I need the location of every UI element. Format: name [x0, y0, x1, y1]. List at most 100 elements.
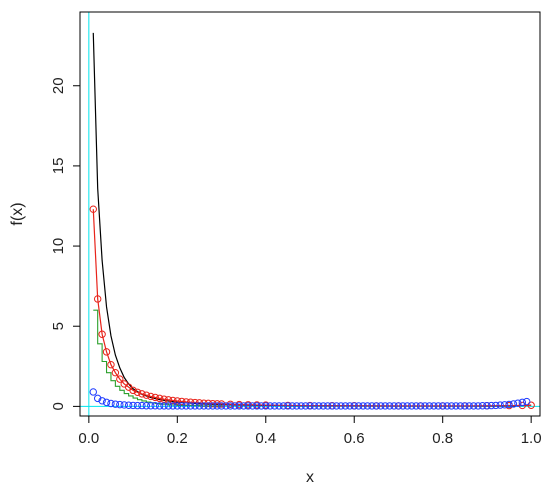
data-point: [469, 402, 478, 410]
data-point: [385, 402, 394, 410]
data-point: [527, 401, 535, 409]
data-point: [142, 402, 151, 410]
data-point: [452, 402, 460, 410]
data-point: [337, 402, 345, 410]
data-point: [390, 402, 398, 410]
data-point: [412, 402, 420, 410]
data-point: [239, 402, 248, 410]
data-point: [102, 398, 111, 407]
data-point: [350, 402, 358, 410]
data-point: [266, 402, 274, 410]
data-point: [147, 402, 155, 410]
data-point: [341, 402, 350, 410]
data-point: [394, 402, 403, 410]
data-point: [492, 401, 500, 410]
data-point: [217, 400, 226, 408]
x-tick-label: 0.4: [255, 430, 276, 447]
x-tick-label: 0.8: [432, 430, 453, 447]
series-3: [89, 388, 531, 410]
data-point: [173, 397, 182, 405]
data-point: [500, 401, 509, 409]
plot-border: [79, 11, 541, 417]
data-point: [381, 402, 389, 410]
data-point: [204, 402, 212, 410]
series-0: [92, 32, 532, 407]
data-point: [354, 402, 363, 410]
data-point: [465, 402, 473, 410]
data-point: [346, 402, 354, 410]
data-point: [164, 402, 173, 410]
data-point: [93, 394, 102, 403]
data-point: [284, 402, 292, 410]
data-point: [147, 392, 155, 401]
data-point: [244, 402, 252, 410]
data-point: [142, 391, 151, 399]
data-point: [483, 402, 491, 410]
data-point: [301, 402, 310, 410]
data-point: [456, 402, 465, 410]
data-point: [416, 402, 425, 410]
data-point: [514, 399, 522, 407]
y-tick-label: 0: [50, 402, 67, 410]
data-point: [518, 398, 527, 407]
data-point: [257, 402, 266, 410]
y-tick-label: 15: [50, 158, 67, 175]
data-point: [518, 401, 527, 410]
data-point: [523, 397, 531, 406]
data-point: [231, 402, 239, 410]
data-point: [328, 402, 336, 410]
series-step-line: [93, 309, 223, 407]
data-point: [191, 402, 199, 410]
data-point: [129, 386, 137, 395]
data-point: [129, 401, 137, 410]
series-line: [92, 209, 532, 407]
data-point: [160, 402, 168, 410]
data-point: [133, 401, 142, 410]
data-point: [111, 369, 120, 377]
data-point: [178, 402, 186, 410]
data-point: [310, 402, 319, 410]
data-point: [306, 402, 314, 410]
data-point: [487, 401, 496, 410]
data-point: [509, 400, 518, 408]
data-point: [208, 402, 217, 410]
y-tick-label: 20: [50, 77, 67, 94]
data-point: [98, 330, 106, 338]
data-point: [430, 402, 438, 410]
series-line: [92, 32, 532, 407]
data-point: [222, 402, 230, 410]
data-point: [270, 402, 279, 410]
data-point: [293, 402, 301, 410]
y-axis-title: f(x): [9, 202, 26, 225]
data-point: [368, 402, 376, 410]
data-point: [408, 402, 416, 410]
y-tick-label: 5: [50, 322, 67, 330]
data-point: [208, 399, 217, 408]
data-point: [195, 402, 204, 410]
data-point: [461, 402, 469, 410]
data-point: [138, 390, 146, 398]
data-point: [421, 402, 429, 410]
data-point: [98, 397, 106, 405]
data-point: [478, 402, 487, 410]
data-point: [155, 402, 164, 410]
data-point: [116, 375, 124, 383]
data-point: [363, 402, 372, 410]
x-tick-label: 0.2: [167, 430, 188, 447]
data-point: [133, 388, 142, 396]
data-point: [124, 401, 133, 409]
series-1: [89, 205, 535, 410]
data-point: [93, 295, 102, 303]
x-tick-label: 1.0: [521, 430, 542, 447]
data-point: [248, 402, 257, 410]
data-point: [275, 402, 283, 410]
data-point: [178, 397, 186, 406]
data-point: [474, 402, 482, 410]
data-point: [288, 402, 297, 410]
x-tick-label: 0.6: [344, 430, 365, 447]
data-point: [399, 402, 407, 410]
data-point: [403, 402, 412, 410]
data-point: [262, 402, 270, 410]
data-point: [182, 402, 190, 410]
